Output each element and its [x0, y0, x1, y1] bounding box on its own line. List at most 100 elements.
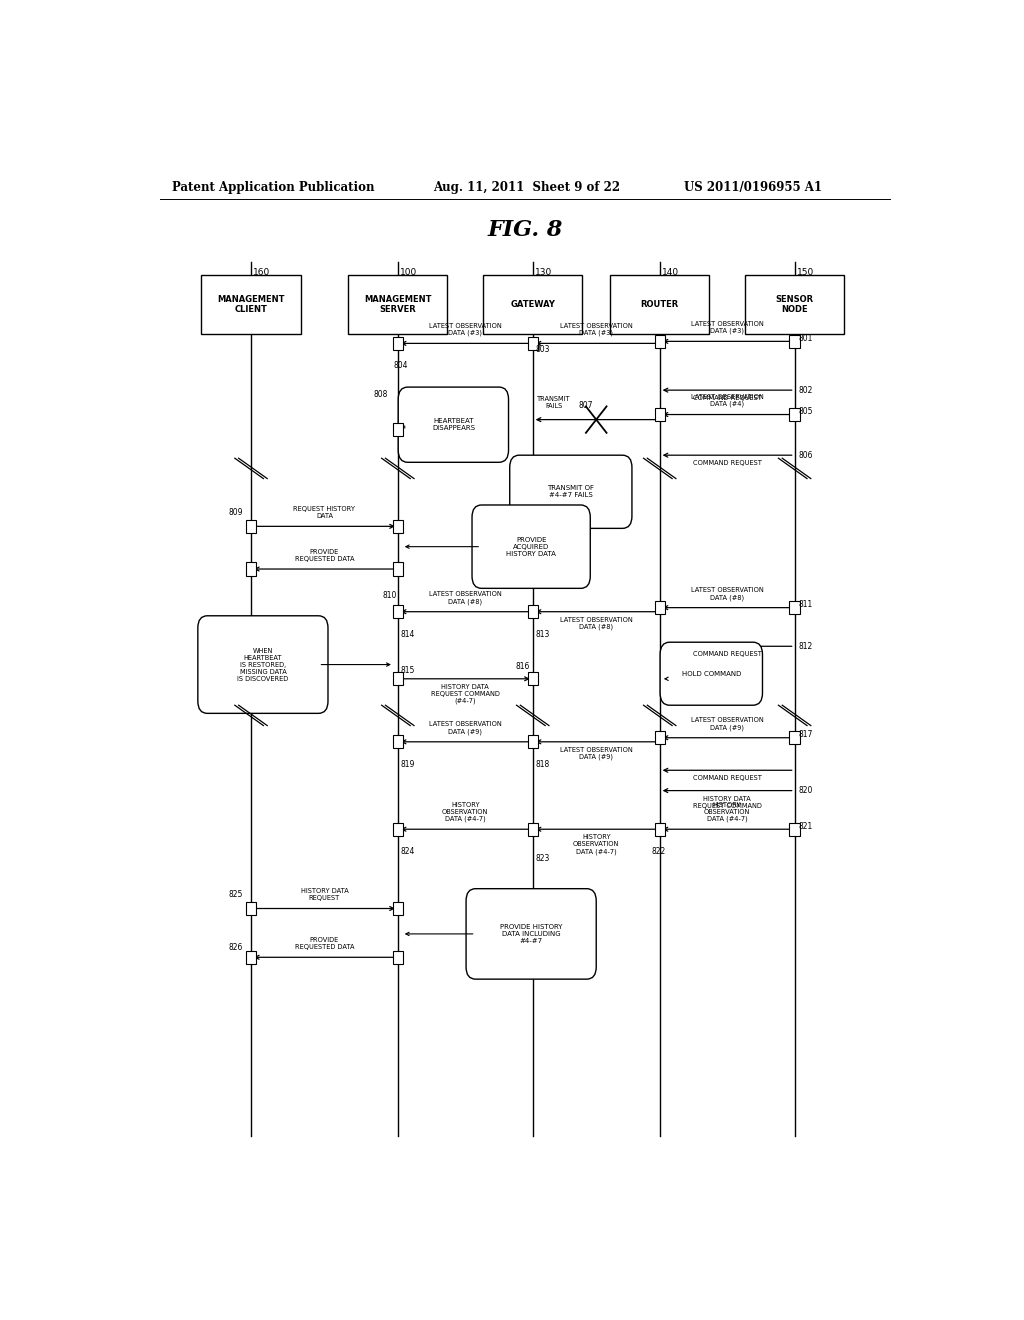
Text: COMMAND REQUEST: COMMAND REQUEST — [692, 775, 762, 781]
Text: Patent Application Publication: Patent Application Publication — [172, 181, 374, 194]
Text: 140: 140 — [663, 268, 679, 277]
FancyBboxPatch shape — [654, 601, 665, 614]
FancyBboxPatch shape — [392, 672, 403, 685]
Text: 823: 823 — [536, 854, 550, 862]
Text: 817: 817 — [799, 730, 813, 739]
FancyBboxPatch shape — [392, 337, 403, 350]
Text: 808: 808 — [374, 389, 388, 399]
Text: FIG. 8: FIG. 8 — [487, 219, 562, 242]
FancyBboxPatch shape — [527, 605, 538, 618]
Text: 802: 802 — [799, 385, 813, 395]
Text: LATEST OBSERVATION
DATA (#4): LATEST OBSERVATION DATA (#4) — [691, 393, 764, 408]
FancyBboxPatch shape — [790, 731, 800, 744]
Text: LATEST OBSERVATION
DATA (#3): LATEST OBSERVATION DATA (#3) — [429, 323, 502, 337]
Text: PROVIDE
ACQUIRED
HISTORY DATA: PROVIDE ACQUIRED HISTORY DATA — [506, 537, 556, 557]
Text: 811: 811 — [799, 601, 813, 609]
FancyBboxPatch shape — [654, 822, 665, 836]
Text: 815: 815 — [400, 667, 415, 675]
Text: HISTORY DATA
REQUEST COMMAND
(#4-7): HISTORY DATA REQUEST COMMAND (#4-7) — [431, 684, 500, 705]
Text: LATEST OBSERVATION
DATA (#8): LATEST OBSERVATION DATA (#8) — [560, 616, 633, 630]
Text: TRANSMIT
FAILS: TRANSMIT FAILS — [538, 396, 571, 409]
Text: 816: 816 — [516, 661, 530, 671]
Text: 809: 809 — [228, 508, 243, 516]
FancyBboxPatch shape — [660, 643, 763, 705]
FancyBboxPatch shape — [654, 335, 665, 348]
FancyBboxPatch shape — [466, 888, 596, 979]
Text: 807: 807 — [579, 401, 593, 411]
Text: 826: 826 — [228, 942, 243, 952]
FancyBboxPatch shape — [392, 424, 403, 437]
Text: 130: 130 — [536, 268, 552, 277]
Text: 821: 821 — [799, 821, 813, 830]
FancyBboxPatch shape — [202, 276, 301, 334]
FancyBboxPatch shape — [790, 408, 800, 421]
Text: PROVIDE HISTORY
DATA INCLUDING
#4-#7: PROVIDE HISTORY DATA INCLUDING #4-#7 — [500, 924, 562, 944]
Text: COMMAND REQUEST: COMMAND REQUEST — [692, 395, 762, 401]
FancyBboxPatch shape — [392, 605, 403, 618]
FancyBboxPatch shape — [392, 562, 403, 576]
Text: HISTORY DATA
REQUEST COMMAND: HISTORY DATA REQUEST COMMAND — [692, 796, 762, 809]
Text: WHEN
HEARTBEAT
IS RESTORED,
MISSING DATA
IS DISCOVERED: WHEN HEARTBEAT IS RESTORED, MISSING DATA… — [238, 648, 289, 681]
Text: REQUEST HISTORY
DATA: REQUEST HISTORY DATA — [294, 507, 355, 519]
FancyBboxPatch shape — [246, 562, 256, 576]
FancyBboxPatch shape — [510, 455, 632, 528]
Text: 824: 824 — [400, 847, 415, 857]
Text: 160: 160 — [253, 268, 270, 277]
FancyBboxPatch shape — [392, 822, 403, 836]
FancyBboxPatch shape — [527, 822, 538, 836]
Text: HOLD COMMAND: HOLD COMMAND — [682, 671, 741, 677]
Text: HISTORY
OBSERVATION
DATA (#4-7): HISTORY OBSERVATION DATA (#4-7) — [573, 834, 620, 855]
FancyBboxPatch shape — [198, 615, 328, 713]
Text: 822: 822 — [652, 847, 666, 857]
Text: PROVIDE
REQUESTED DATA: PROVIDE REQUESTED DATA — [295, 937, 354, 950]
FancyBboxPatch shape — [610, 276, 710, 334]
Text: MANAGEMENT
SERVER: MANAGEMENT SERVER — [365, 296, 431, 314]
Text: GATEWAY: GATEWAY — [510, 300, 555, 309]
FancyBboxPatch shape — [483, 276, 583, 334]
Text: LATEST OBSERVATION
DATA (#8): LATEST OBSERVATION DATA (#8) — [691, 587, 764, 601]
Text: LATEST OBSERVATION
DATA (#9): LATEST OBSERVATION DATA (#9) — [560, 747, 633, 760]
Text: LATEST OBSERVATION
DATA (#3): LATEST OBSERVATION DATA (#3) — [691, 321, 764, 334]
FancyBboxPatch shape — [745, 276, 844, 334]
FancyBboxPatch shape — [398, 387, 509, 462]
FancyBboxPatch shape — [654, 731, 665, 744]
Text: 804: 804 — [394, 362, 409, 370]
Text: US 2011/0196955 A1: US 2011/0196955 A1 — [684, 181, 821, 194]
Text: HISTORY
OBSERVATION
DATA (#4-7): HISTORY OBSERVATION DATA (#4-7) — [703, 801, 751, 822]
FancyBboxPatch shape — [790, 335, 800, 348]
Text: 806: 806 — [799, 450, 813, 459]
FancyBboxPatch shape — [790, 601, 800, 614]
FancyBboxPatch shape — [246, 520, 256, 533]
Text: LATEST OBSERVATION
DATA (#3): LATEST OBSERVATION DATA (#3) — [560, 323, 633, 337]
Text: HEARTBEAT
DISAPPEARS: HEARTBEAT DISAPPEARS — [432, 418, 475, 432]
FancyBboxPatch shape — [392, 735, 403, 748]
Text: 825: 825 — [228, 890, 243, 899]
FancyBboxPatch shape — [392, 950, 403, 964]
FancyBboxPatch shape — [392, 520, 403, 533]
Text: SENSOR
NODE: SENSOR NODE — [775, 296, 814, 314]
Text: 805: 805 — [799, 407, 813, 416]
FancyBboxPatch shape — [246, 950, 256, 964]
Text: 801: 801 — [799, 334, 813, 343]
FancyBboxPatch shape — [790, 822, 800, 836]
FancyBboxPatch shape — [527, 337, 538, 350]
Text: ROUTER: ROUTER — [641, 300, 679, 309]
FancyBboxPatch shape — [654, 408, 665, 421]
Text: 803: 803 — [536, 345, 550, 354]
FancyBboxPatch shape — [527, 672, 538, 685]
Text: PROVIDE
REQUESTED DATA: PROVIDE REQUESTED DATA — [295, 549, 354, 562]
Text: LATEST OBSERVATION
DATA (#8): LATEST OBSERVATION DATA (#8) — [429, 591, 502, 605]
Text: 812: 812 — [799, 642, 813, 651]
Text: COMMAND REQUEST: COMMAND REQUEST — [692, 461, 762, 466]
Text: TRANSMIT OF
#4-#7 FAILS: TRANSMIT OF #4-#7 FAILS — [548, 486, 594, 498]
Text: COMMAND REQUEST: COMMAND REQUEST — [692, 651, 762, 657]
Text: MANAGEMENT
CLIENT: MANAGEMENT CLIENT — [217, 296, 285, 314]
Text: HISTORY
OBSERVATION
DATA (#4-7): HISTORY OBSERVATION DATA (#4-7) — [442, 801, 488, 822]
Text: 150: 150 — [797, 268, 814, 277]
FancyBboxPatch shape — [527, 735, 538, 748]
Text: Aug. 11, 2011  Sheet 9 of 22: Aug. 11, 2011 Sheet 9 of 22 — [433, 181, 621, 194]
Text: 810: 810 — [383, 591, 397, 601]
Text: 814: 814 — [400, 630, 415, 639]
FancyBboxPatch shape — [348, 276, 447, 334]
Text: HISTORY DATA
REQUEST: HISTORY DATA REQUEST — [300, 888, 348, 902]
